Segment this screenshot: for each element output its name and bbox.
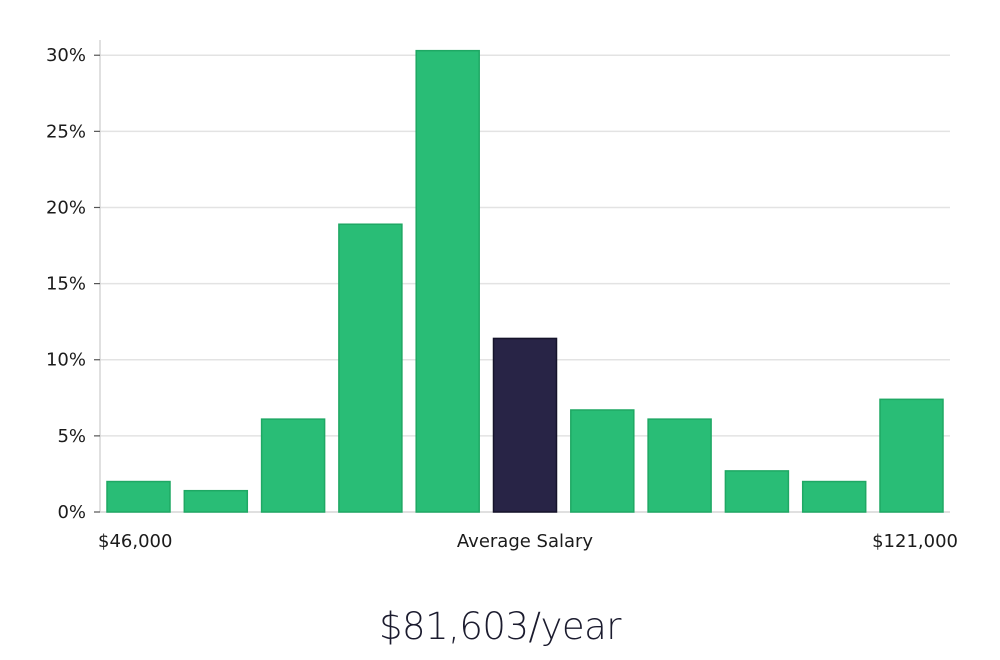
bars (106, 49, 944, 513)
bar-1 (106, 480, 171, 513)
y-tick-label-25: 25% (46, 121, 86, 142)
bar-9 (724, 470, 790, 513)
x-label-min-salary: $46,000 (98, 531, 172, 552)
x-label-average-salary: Average Salary (457, 531, 594, 552)
y-tick-label-0: 0% (57, 502, 86, 523)
average-salary-value: $81,603/year (378, 605, 622, 648)
bar-5 (415, 49, 480, 513)
bar-4 (338, 223, 403, 513)
x-label-max-salary: $121,000 (872, 531, 958, 552)
bar-8 (647, 418, 712, 513)
y-tick-label-20: 20% (46, 197, 86, 218)
bar-3 (260, 418, 326, 513)
y-tick-label-15: 15% (46, 274, 86, 295)
gridlines (100, 54, 950, 437)
bar-7 (570, 409, 635, 513)
bar-11 (879, 398, 944, 513)
bar-average-salary (492, 337, 558, 513)
bar-2 (183, 489, 249, 513)
y-tick-labels: 0% 5% 10% 15% 20% 25% 30% (46, 45, 100, 523)
y-tick-label-10: 10% (46, 350, 86, 371)
salary-distribution-chart: 0% 5% 10% 15% 20% 25% 30% $46,000 Average Sala… (46, 40, 958, 552)
y-tick-label-30: 30% (46, 45, 86, 66)
bar-10 (801, 480, 867, 513)
y-tick-label-5: 5% (57, 426, 86, 447)
x-axis-labels: $46,000 Average Salary $121,000 (98, 531, 958, 552)
